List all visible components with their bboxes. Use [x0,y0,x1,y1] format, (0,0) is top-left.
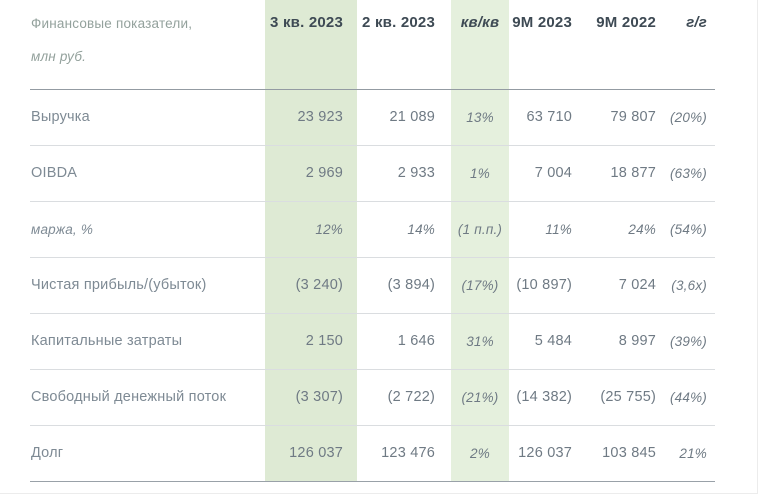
table-cell: 24% [586,201,662,258]
column-header-yoy: г/г [662,0,715,90]
table-cell: (17%) [451,257,509,314]
row-label: маржа, % [30,201,265,258]
financial-indicators-table: Финансовые показатели, млн руб. 3 кв. 20… [30,0,715,482]
table-cell: 18 877 [586,145,662,202]
table-title-units: млн руб. [31,49,87,64]
table-row: Капитальные затраты 2 150 1 646 31% 5 48… [30,313,715,370]
table-cell: (2 722) [357,369,451,426]
table-cell: (3 894) [357,257,451,314]
table-cell: 1% [451,145,509,202]
table-cell: 11% [509,201,586,258]
table-row: Долг 126 037 123 476 2% 126 037 103 845 … [30,425,715,482]
table-cell: 126 037 [509,425,586,482]
row-label: Выручка [30,89,265,146]
table-cell: (63%) [662,145,715,202]
table-cell: 7 024 [586,257,662,314]
table-cell: (20%) [662,89,715,146]
table-row: маржа, % 12% 14% (1 п.п.) 11% 24% (54%) [30,201,715,258]
table-cell: 126 037 [265,425,357,482]
row-label: Свободный денежный поток [30,369,265,426]
table-cell: (14 382) [509,369,586,426]
table-row: Выручка 23 923 21 089 13% 63 710 79 807 … [30,89,715,146]
table-cell: 14% [357,201,451,258]
table-cell: (21%) [451,369,509,426]
table-cell: (3 240) [265,257,357,314]
table-cell: (39%) [662,313,715,370]
table-cell: 1 646 [357,313,451,370]
table-header-row: Финансовые показатели, млн руб. 3 кв. 20… [30,0,715,90]
row-label: Долг [30,425,265,482]
column-header-9m-2022: 9М 2022 [586,0,662,90]
table-cell: 21 089 [357,89,451,146]
table-cell: 2 150 [265,313,357,370]
table-row: Свободный денежный поток (3 307) (2 722)… [30,369,715,426]
column-header-q3-2023: 3 кв. 2023 [265,0,357,90]
table-cell: 123 476 [357,425,451,482]
table-cell: 7 004 [509,145,586,202]
table-cell: (3,6x) [662,257,715,314]
table-cell: (54%) [662,201,715,258]
table-cell: 103 845 [586,425,662,482]
table-cell: 23 923 [265,89,357,146]
table-cell: 31% [451,313,509,370]
table-cell: (3 307) [265,369,357,426]
table-cell: 79 807 [586,89,662,146]
table-row: OIBDA 2 969 2 933 1% 7 004 18 877 (63%) [30,145,715,202]
row-label: OIBDA [30,145,265,202]
column-header-qoq: кв/кв [451,0,509,90]
column-header-9m-2023: 9М 2023 [509,0,586,90]
row-label: Чистая прибыль/(убыток) [30,257,265,314]
row-label: Капитальные затраты [30,313,265,370]
table-cell: 63 710 [509,89,586,146]
table-cell: 12% [265,201,357,258]
table-cell: (1 п.п.) [451,201,509,258]
table-cell: 5 484 [509,313,586,370]
column-header-q2-2023: 2 кв. 2023 [357,0,451,90]
table-cell: (44%) [662,369,715,426]
table-title: Финансовые показатели, млн руб. [30,0,265,90]
table-cell: 2 969 [265,145,357,202]
table-cell: (25 755) [586,369,662,426]
table-title-line1: Финансовые показатели, [31,16,193,31]
table-cell: 13% [451,89,509,146]
table-cell: 2 933 [357,145,451,202]
table-cell: 2% [451,425,509,482]
table-cell: (10 897) [509,257,586,314]
table-cell: 21% [662,425,715,482]
table-row: Чистая прибыль/(убыток) (3 240) (3 894) … [30,257,715,314]
table-cell: 8 997 [586,313,662,370]
